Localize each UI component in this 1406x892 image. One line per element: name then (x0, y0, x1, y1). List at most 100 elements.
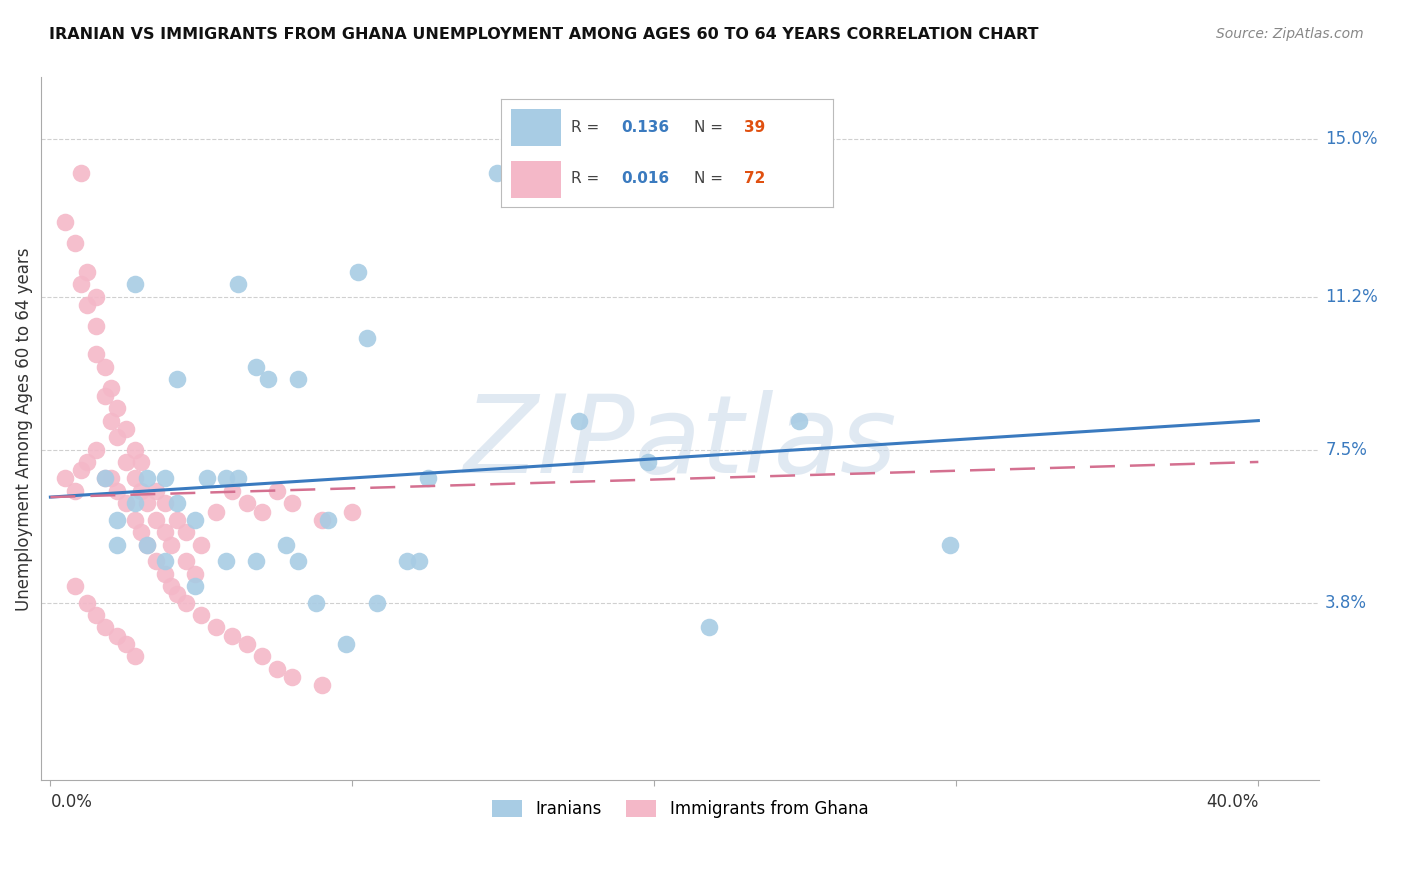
Point (76, 265, 98, 279)
Point (366, 595, 388, 609)
Point (105, 513, 128, 527)
Point (221, 483, 243, 498)
Point (637, 455, 659, 469)
Point (416, 471, 439, 485)
Point (305, 595, 328, 609)
Point (105, 401, 128, 416)
Point (486, 165, 509, 179)
Point (129, 483, 152, 498)
Text: Source: ZipAtlas.com: Source: ZipAtlas.com (1216, 27, 1364, 41)
Point (166, 513, 188, 527)
Point (408, 554, 430, 568)
Point (174, 525, 197, 540)
Point (190, 538, 212, 552)
Point (235, 637, 257, 651)
Point (84, 318, 107, 333)
Point (160, 579, 183, 593)
Point (94, 471, 117, 485)
Point (63, 235, 86, 250)
Point (568, 414, 591, 428)
Point (160, 538, 183, 552)
Point (76, 455, 98, 469)
Point (214, 471, 236, 485)
Point (789, 414, 811, 428)
Point (105, 629, 128, 643)
Point (63, 483, 86, 498)
Point (184, 579, 207, 593)
Point (205, 620, 228, 634)
Point (184, 513, 207, 527)
Point (124, 277, 146, 292)
Point (124, 649, 146, 664)
Text: IRANIAN VS IMMIGRANTS FROM GHANA UNEMPLOYMENT AMONG AGES 60 TO 64 YEARS CORRELAT: IRANIAN VS IMMIGRANTS FROM GHANA UNEMPLO… (49, 27, 1039, 42)
Point (100, 414, 122, 428)
Point (245, 359, 267, 374)
Y-axis label: Unemployment Among Ages 60 to 64 years: Unemployment Among Ages 60 to 64 years (15, 247, 32, 611)
Point (136, 471, 159, 485)
Point (166, 496, 188, 510)
Point (245, 554, 267, 568)
Point (287, 554, 309, 568)
Point (235, 496, 257, 510)
Point (174, 595, 197, 609)
Text: 0.0%: 0.0% (51, 793, 93, 811)
Point (214, 554, 236, 568)
Point (697, 620, 720, 634)
Point (84, 442, 107, 457)
Point (115, 496, 138, 510)
Point (939, 538, 962, 552)
Point (153, 566, 176, 581)
Point (153, 496, 176, 510)
Point (136, 538, 159, 552)
Point (281, 496, 304, 510)
Point (145, 513, 167, 527)
Point (395, 554, 418, 568)
Point (94, 471, 117, 485)
Point (94, 389, 117, 403)
Point (69, 463, 91, 477)
Point (145, 483, 167, 498)
Point (311, 513, 333, 527)
Point (124, 496, 146, 510)
Point (76, 595, 98, 609)
Point (356, 331, 378, 345)
Text: 11.2%: 11.2% (1324, 287, 1378, 306)
Point (136, 496, 159, 510)
Point (115, 455, 138, 469)
Point (84, 289, 107, 303)
Point (55, 471, 77, 485)
Point (250, 504, 273, 518)
Point (184, 566, 207, 581)
Point (100, 380, 122, 394)
Point (316, 513, 339, 527)
Point (69, 277, 91, 292)
Point (335, 637, 357, 651)
Point (266, 483, 288, 498)
Point (226, 471, 249, 485)
Point (124, 442, 146, 457)
Point (153, 525, 176, 540)
Point (281, 670, 304, 684)
Point (287, 372, 309, 386)
Point (105, 538, 128, 552)
Point (115, 637, 138, 651)
Point (256, 372, 278, 386)
Point (69, 165, 91, 179)
Point (129, 455, 152, 469)
Point (63, 579, 86, 593)
Point (105, 430, 128, 444)
Text: 40.0%: 40.0% (1206, 793, 1258, 811)
Point (226, 277, 249, 292)
Point (190, 607, 212, 622)
Text: 15.0%: 15.0% (1324, 130, 1378, 148)
Point (197, 471, 219, 485)
Point (94, 620, 117, 634)
Point (136, 538, 159, 552)
Point (94, 359, 117, 374)
Point (84, 607, 107, 622)
Point (145, 554, 167, 568)
Point (274, 538, 297, 552)
Point (105, 483, 128, 498)
Point (153, 554, 176, 568)
Point (174, 554, 197, 568)
